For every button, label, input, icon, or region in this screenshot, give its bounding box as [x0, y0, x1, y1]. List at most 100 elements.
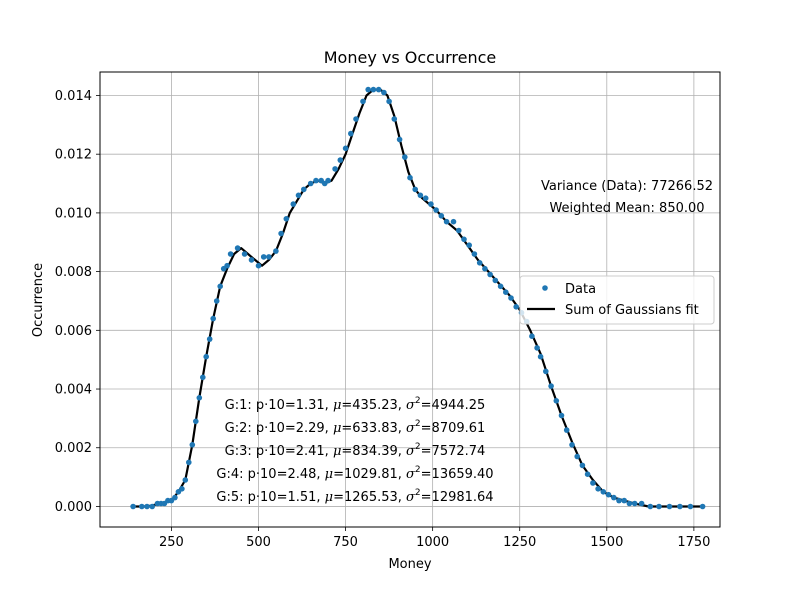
y-tick-label: 0.004	[55, 383, 92, 398]
data-point	[482, 265, 488, 272]
gaussian-label-weight: G:4: p·10=2.48,	[216, 467, 324, 482]
y-tick-label: 0.006	[55, 324, 92, 339]
gaussian-label-variance: =7572.74	[421, 444, 486, 459]
gaussian-label: G:2: p·10=2.29, μ=633.83, σ2=8709.61	[225, 419, 486, 436]
data-point	[139, 503, 145, 510]
data-point	[193, 418, 199, 425]
data-point	[182, 477, 189, 483]
data-point	[616, 497, 622, 504]
y-axis-ticks: 0.000 0.002 0.004 0.006 0.008 0.010 0.012 0.014	[55, 89, 100, 515]
gaussian-label: G:3: p·10=2.41, μ=834.39, σ2=7572.74	[225, 442, 486, 459]
plot-frame	[99, 71, 721, 528]
data-point	[210, 315, 216, 322]
data-point	[203, 353, 209, 360]
data-point	[224, 262, 230, 269]
mu-symbol: μ	[325, 467, 333, 482]
mu-symbol: μ	[333, 444, 341, 459]
data-point	[213, 298, 220, 304]
data-point	[508, 295, 514, 301]
data-point	[687, 503, 694, 510]
data-point	[600, 489, 607, 495]
data-point	[548, 383, 554, 389]
data-point	[375, 86, 382, 93]
data-point	[290, 201, 297, 207]
gaussian-label-weight: G:2: p·10=2.29,	[225, 421, 333, 436]
data-point	[471, 251, 478, 257]
data-points-group	[130, 86, 706, 510]
gaussian-label-mean: =633.83,	[341, 421, 406, 436]
data-point	[543, 368, 549, 375]
data-point	[196, 395, 203, 401]
mu-symbol: μ	[333, 398, 341, 413]
data-point	[227, 251, 234, 257]
gaussian-label: G:4: p·10=2.48, μ=1029.81, σ2=13659.40	[216, 465, 493, 482]
data-point	[391, 116, 398, 122]
legend-data-marker	[542, 285, 548, 291]
gaussian-label: G:1: p·10=1.31, μ=435.23, σ2=4944.25	[225, 396, 486, 413]
sigma-exponent: 2	[415, 465, 421, 475]
data-point	[189, 442, 196, 448]
sigma-symbol: σ	[406, 421, 416, 436]
data-point	[461, 236, 467, 243]
sigma-exponent: 2	[415, 396, 421, 406]
mu-symbol: μ	[333, 421, 341, 436]
data-point	[144, 503, 150, 510]
data-point	[466, 242, 473, 248]
data-point	[529, 333, 535, 340]
data-point	[563, 427, 570, 433]
gaussian-label-mean: =435.23,	[341, 398, 406, 413]
data-point	[417, 192, 424, 199]
gaussian-label-mean: =1029.81,	[333, 467, 406, 482]
data-point	[370, 86, 377, 93]
x-tick-label: 1500	[590, 535, 623, 550]
data-point	[487, 271, 493, 278]
data-point	[396, 136, 403, 143]
y-tick-label: 0.014	[55, 89, 92, 104]
data-point	[273, 248, 279, 254]
y-tick-label: 0.010	[55, 206, 92, 221]
data-point	[260, 254, 267, 260]
data-point	[638, 500, 645, 507]
data-point	[626, 500, 633, 507]
x-tick-label: 1750	[677, 535, 710, 550]
gaussian-label-variance: =8709.61	[421, 421, 486, 436]
x-tick-label: 500	[246, 535, 271, 550]
data-point	[456, 227, 462, 234]
data-point	[450, 218, 457, 225]
x-tick-label: 750	[333, 535, 358, 550]
legend: Data Sum of Gaussians fit	[519, 275, 715, 325]
data-point	[611, 494, 617, 501]
data-point	[149, 503, 155, 510]
data-point	[503, 289, 509, 296]
data-point	[200, 374, 206, 381]
gaussian-label-mean: =834.39,	[341, 444, 406, 459]
sigma-exponent: 2	[415, 488, 421, 498]
data-point	[360, 98, 366, 105]
data-point	[402, 154, 408, 160]
sigma-symbol: σ	[406, 467, 416, 482]
data-point	[353, 116, 359, 122]
data-point	[534, 345, 540, 351]
data-point	[666, 503, 673, 510]
data-point	[579, 462, 586, 469]
data-point	[217, 283, 223, 290]
data-point	[278, 230, 284, 237]
data-point	[647, 503, 654, 510]
gaussian-label-variance: =12981.64	[421, 490, 494, 505]
data-point	[443, 218, 450, 225]
data-point	[422, 195, 429, 201]
x-tick-label: 1000	[416, 535, 449, 550]
data-point	[590, 480, 596, 486]
data-point	[537, 353, 544, 360]
data-point	[595, 486, 601, 492]
data-point	[386, 98, 392, 105]
data-point	[584, 471, 591, 478]
legend-data-label: Data	[565, 282, 596, 297]
sigma-symbol: σ	[406, 444, 416, 459]
x-tick-label: 250	[159, 535, 184, 550]
data-point	[412, 186, 419, 193]
legend-box	[519, 275, 715, 325]
data-point	[130, 503, 136, 510]
data-point	[407, 174, 413, 181]
